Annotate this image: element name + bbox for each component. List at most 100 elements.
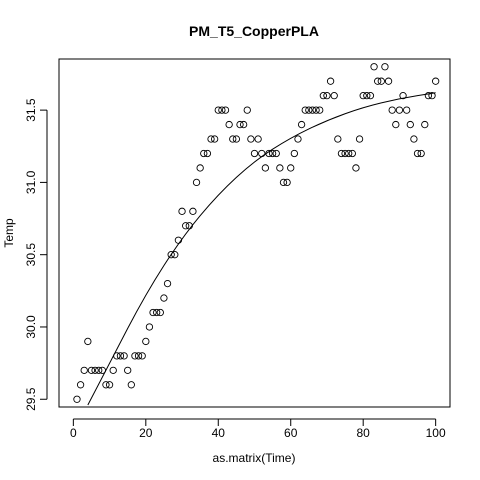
- data-point: [225, 120, 233, 129]
- data-point: [145, 323, 154, 331]
- data-point: [163, 279, 172, 288]
- x-tick-label: 0: [70, 426, 77, 440]
- chart-title: PM_T5_CopperPLA: [189, 23, 319, 39]
- data-point: [218, 106, 226, 114]
- x-tick-label: 40: [212, 426, 226, 440]
- data-point: [410, 135, 418, 143]
- data-point: [421, 120, 429, 129]
- y-axis: 29.5 30.0 30.5 31.0 31.5: [24, 98, 48, 411]
- data-point: [337, 149, 346, 158]
- data-point: [294, 135, 302, 143]
- data-point: [370, 63, 378, 71]
- data-point: [221, 106, 230, 114]
- data-point: [185, 222, 193, 230]
- data-point: [192, 178, 201, 187]
- data-point: [138, 352, 146, 360]
- data-point: [330, 92, 338, 100]
- y-tick-label: 31.5: [24, 98, 38, 122]
- data-point: [417, 149, 425, 158]
- data-point: [243, 106, 251, 114]
- y-tick-label: 30.5: [24, 243, 38, 267]
- data-point: [142, 337, 150, 346]
- data-point: [156, 308, 164, 317]
- data-point: [341, 149, 349, 158]
- plot-frame: [58, 58, 451, 408]
- data-point: [388, 106, 396, 114]
- data-point: [87, 366, 96, 374]
- data-point: [196, 164, 204, 172]
- y-tick-label: 30.0: [24, 315, 38, 339]
- data-point: [345, 149, 353, 158]
- x-axis: 0 20 40 60 80 100: [70, 418, 446, 440]
- data-point: [182, 222, 190, 230]
- data-point: [352, 164, 360, 172]
- data-point: [316, 106, 324, 114]
- data-point: [413, 149, 422, 158]
- data-point: [432, 77, 440, 85]
- data-point: [200, 149, 208, 158]
- data-point: [116, 352, 125, 360]
- data-point: [290, 149, 299, 158]
- data-point: [153, 308, 161, 317]
- data-point: [399, 92, 407, 100]
- x-axis-label: as.matrix(Time): [213, 451, 296, 465]
- data-point: [84, 337, 92, 346]
- data-point: [308, 106, 317, 114]
- data-points-layer: [73, 63, 440, 403]
- data-point: [73, 395, 81, 403]
- x-tick-label: 100: [426, 426, 446, 440]
- y-tick-label: 29.5: [24, 387, 38, 411]
- y-tick-label: 31.0: [24, 170, 38, 194]
- data-point: [272, 149, 280, 158]
- data-point: [326, 77, 335, 85]
- data-point: [319, 92, 327, 100]
- data-point: [424, 92, 433, 100]
- fitted-curve-layer: [87, 92, 436, 406]
- data-point: [355, 135, 364, 143]
- data-point: [395, 106, 404, 114]
- data-point: [109, 366, 117, 374]
- data-point: [323, 92, 331, 100]
- fitted-curve: [87, 92, 436, 406]
- data-point: [120, 352, 128, 360]
- data-point: [127, 381, 135, 389]
- data-point: [124, 366, 132, 374]
- data-point: [178, 207, 186, 215]
- data-point: [363, 92, 371, 100]
- data-point: [305, 106, 313, 114]
- data-point: [392, 120, 400, 129]
- data-point: [174, 236, 183, 244]
- data-point: [428, 92, 436, 100]
- data-point: [384, 77, 393, 85]
- data-point: [113, 352, 121, 360]
- data-point: [95, 366, 103, 374]
- data-point: [261, 164, 270, 172]
- data-point: [381, 63, 389, 71]
- data-point: [312, 106, 320, 114]
- data-point: [334, 135, 342, 143]
- data-point: [232, 135, 241, 143]
- data-point: [203, 149, 212, 158]
- data-point: [254, 135, 262, 143]
- data-point: [229, 135, 237, 143]
- data-point: [247, 135, 255, 143]
- y-axis-label: Temp: [2, 218, 16, 248]
- data-point: [207, 135, 215, 143]
- data-point: [250, 149, 259, 158]
- data-point: [210, 135, 219, 143]
- data-point: [297, 120, 306, 129]
- data-point: [276, 164, 284, 172]
- data-point: [359, 92, 367, 100]
- x-tick-label: 60: [284, 426, 298, 440]
- data-point: [105, 381, 114, 389]
- data-point: [406, 120, 414, 129]
- data-point: [403, 106, 411, 114]
- data-point: [268, 149, 277, 158]
- data-point: [80, 366, 88, 374]
- data-point: [239, 120, 248, 129]
- data-point: [279, 178, 288, 187]
- data-point: [377, 77, 385, 85]
- data-point: [91, 366, 99, 374]
- data-point: [214, 106, 222, 114]
